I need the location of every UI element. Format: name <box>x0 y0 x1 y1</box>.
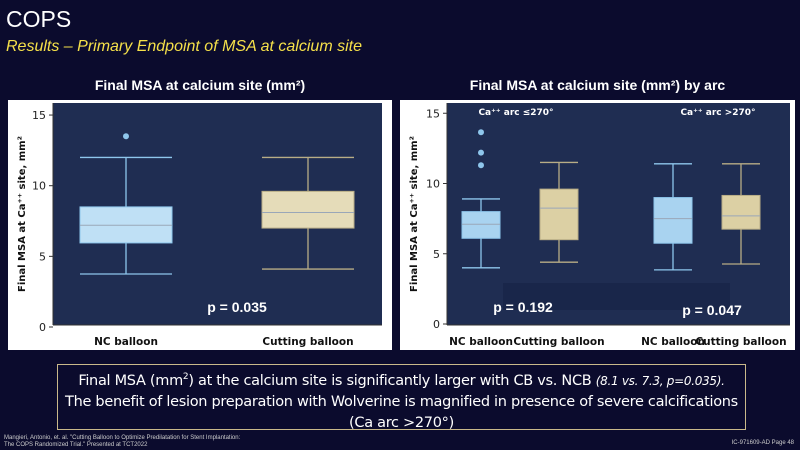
outlier-point <box>123 133 129 140</box>
category-label: Cutting balloon <box>262 336 353 348</box>
citation: Mangieri, Antonio, et. al. "Cutting Ball… <box>4 435 241 448</box>
box <box>461 211 501 239</box>
category-label: NC balloon <box>641 336 705 348</box>
box <box>261 190 355 229</box>
slide-title: COPS <box>6 6 72 32</box>
y-tick-label: 10 <box>426 178 440 191</box>
outlier-point <box>478 162 484 169</box>
summary-box: Final MSA (mm2) at the calcium site is s… <box>57 364 746 431</box>
slide-subtitle: Results – Primary Endpoint of MSA at cal… <box>6 38 362 55</box>
y-tick-label: 0 <box>39 321 46 334</box>
p-value-band <box>503 283 730 310</box>
box <box>721 194 761 230</box>
box <box>539 188 579 241</box>
y-tick-label: 10 <box>32 180 46 193</box>
y-tick-label: 5 <box>433 248 440 261</box>
boxplot-overall: 0 5 10 15 Final MSA at Ca⁺⁺ site, mm² NC ball… <box>17 103 382 348</box>
category-label: NC balloon <box>449 336 513 348</box>
y-tick-label: 15 <box>32 109 46 122</box>
outlier-point <box>478 149 484 156</box>
y-tick-label: 5 <box>39 250 46 263</box>
chart-panel-overall: 0 5 10 15 Final MSA at Ca⁺⁺ site, mm² NC ball… <box>8 100 392 350</box>
group-label: Ca⁺⁺ arc ≤270° <box>478 108 553 118</box>
y-tick-label: 15 <box>426 107 440 120</box>
summary-line-2: The benefit of lesion preparation with W… <box>65 393 738 431</box>
group-label: Ca⁺⁺ arc >270° <box>680 108 755 118</box>
p-value-label: p = 0.035 <box>207 299 267 315</box>
category-label: Cutting balloon <box>695 336 786 348</box>
summary-line-1: Final MSA (mm2) at the calcium site is s… <box>78 372 725 389</box>
page-label: IC-971609-AD Page 48 <box>731 440 794 446</box>
y-axis-label: Final MSA at Ca⁺⁺ site, mm² <box>409 136 420 292</box>
chart-title-overall: Final MSA at calcium site (mm²) <box>94 77 306 93</box>
p-value-label: p = 0.192 <box>493 299 553 315</box>
chart-panel-by-arc: 0 5 10 15 Final MSA at Ca⁺⁺ site, mm² NC ball… <box>400 100 795 350</box>
category-label: Cutting balloon <box>513 336 604 348</box>
outlier-point <box>478 129 484 136</box>
y-tick-label: 0 <box>433 318 440 331</box>
category-label: NC balloon <box>94 336 158 348</box>
chart-title-by-arc: Final MSA at calcium site (mm²) by arc <box>469 77 726 93</box>
p-value-label: p = 0.047 <box>682 302 742 318</box>
y-axis-label: Final MSA at Ca⁺⁺ site, mm² <box>17 136 28 292</box>
boxplot-by-arc: 0 5 10 15 Final MSA at Ca⁺⁺ site, mm² NC ball… <box>409 103 790 348</box>
box <box>653 197 693 244</box>
